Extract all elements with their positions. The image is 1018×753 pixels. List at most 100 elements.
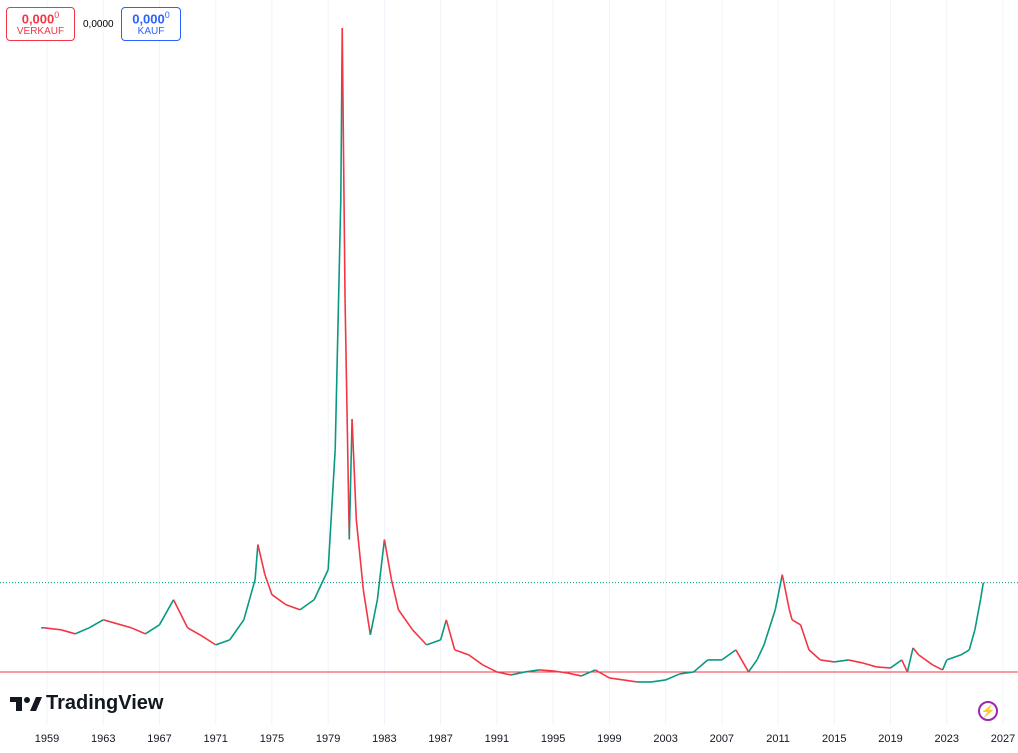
- sell-label: VERKAUF: [16, 26, 65, 38]
- price-segment: [348, 419, 353, 540]
- price-segment: [439, 619, 448, 641]
- x-tick-label: 1963: [91, 733, 115, 745]
- price-segment: [257, 544, 266, 575]
- price-segment: [187, 627, 203, 637]
- price-segment: [334, 198, 342, 450]
- price-segment: [747, 659, 758, 673]
- price-segment: [567, 672, 582, 677]
- price-segment: [496, 671, 512, 676]
- price-segment: [820, 659, 835, 663]
- x-tick-label: 1967: [147, 733, 171, 745]
- price-segment: [341, 27, 346, 299]
- buy-price-small: 0: [164, 10, 170, 20]
- price-segment: [539, 669, 554, 672]
- price-segment: [74, 627, 90, 635]
- buy-label: KAUF: [137, 26, 165, 38]
- logo-text: TradingView: [46, 692, 164, 714]
- x-tick-label: 2011: [766, 733, 790, 745]
- price-segment: [756, 644, 765, 661]
- price-segment: [553, 670, 568, 674]
- x-tick-label: 2015: [822, 733, 846, 745]
- price-segment: [791, 619, 801, 626]
- price-segment: [362, 589, 372, 635]
- price-segment: [454, 649, 470, 656]
- price-segment: [808, 649, 821, 661]
- price-segment: [524, 669, 540, 673]
- x-tick-label: 2007: [710, 733, 734, 745]
- price-segment: [88, 619, 104, 629]
- lightning-button[interactable]: ⚡: [978, 701, 998, 721]
- price-segment: [774, 574, 784, 610]
- price-segment: [243, 579, 256, 621]
- spread: 0,0000: [83, 19, 114, 30]
- x-tick-label: 1991: [485, 733, 509, 745]
- price-segment: [285, 603, 301, 611]
- x-tick-label: 1987: [428, 733, 452, 745]
- price-segment: [369, 599, 379, 635]
- x-tick-label: 2027: [991, 733, 1015, 745]
- price-segment: [721, 649, 737, 661]
- price-segment: [665, 673, 680, 681]
- x-tick-label: 1995: [541, 733, 565, 745]
- price-segment: [651, 679, 666, 683]
- price-segment: [426, 639, 441, 646]
- price-segment: [932, 664, 943, 671]
- price-segment: [906, 647, 914, 673]
- price-segment: [44, 627, 62, 631]
- price-segment: [383, 539, 393, 580]
- x-tick-label: 2019: [878, 733, 902, 745]
- price-segment: [264, 574, 273, 595]
- price-segment: [355, 519, 365, 590]
- price-segment: [390, 579, 400, 610]
- price-segment: [327, 449, 337, 570]
- x-tick-label: 1983: [372, 733, 396, 745]
- sell-button[interactable]: 0,0000 VERKAUF: [6, 7, 75, 41]
- price-segment: [946, 654, 962, 661]
- price-segment: [60, 629, 76, 635]
- buy-price: 0,000: [132, 11, 165, 27]
- price-segment: [510, 671, 526, 676]
- price-segment: [799, 624, 810, 651]
- x-tick-label: 1999: [597, 733, 621, 745]
- price-segment: [609, 677, 624, 681]
- price-segment: [229, 619, 245, 641]
- price-segment: [299, 599, 315, 611]
- buy-button[interactable]: 0,0000 KAUF: [121, 7, 181, 41]
- price-segment: [679, 671, 694, 675]
- price-segment: [781, 574, 791, 610]
- price-segment: [397, 609, 414, 631]
- price-segment: [482, 664, 498, 673]
- price-segment: [117, 623, 132, 629]
- logo-icon: [10, 696, 42, 711]
- price-segment: [979, 582, 985, 600]
- price-segment: [271, 594, 287, 606]
- price-segment: [594, 669, 610, 679]
- price-segment: [144, 624, 160, 635]
- price-segment: [901, 659, 909, 673]
- price-segment: [103, 619, 118, 625]
- sell-price: 0,000: [21, 11, 55, 27]
- price-segment: [693, 659, 709, 673]
- price-segment: [968, 629, 976, 651]
- price-segment: [848, 659, 863, 664]
- price-segment: [918, 654, 934, 666]
- price-segment: [172, 599, 189, 629]
- x-tick-label: 1979: [316, 733, 340, 745]
- price-segment: [788, 609, 793, 621]
- x-tick-label: 2023: [935, 733, 959, 745]
- logo[interactable]: TradingView: [8, 692, 163, 715]
- price-segment: [735, 649, 750, 673]
- price-segment: [862, 662, 877, 668]
- x-tick-label: 1959: [35, 733, 59, 745]
- price-segment: [201, 635, 217, 646]
- x-tick-label: 1971: [203, 733, 227, 745]
- x-tick-label: 1975: [260, 733, 284, 745]
- price-segment: [411, 629, 428, 646]
- x-tick-label: 2003: [653, 733, 677, 745]
- price-segment: [344, 298, 351, 540]
- price-segment: [580, 669, 596, 677]
- price-segment: [763, 609, 777, 646]
- price-segment: [834, 659, 849, 663]
- price-segment: [890, 659, 903, 669]
